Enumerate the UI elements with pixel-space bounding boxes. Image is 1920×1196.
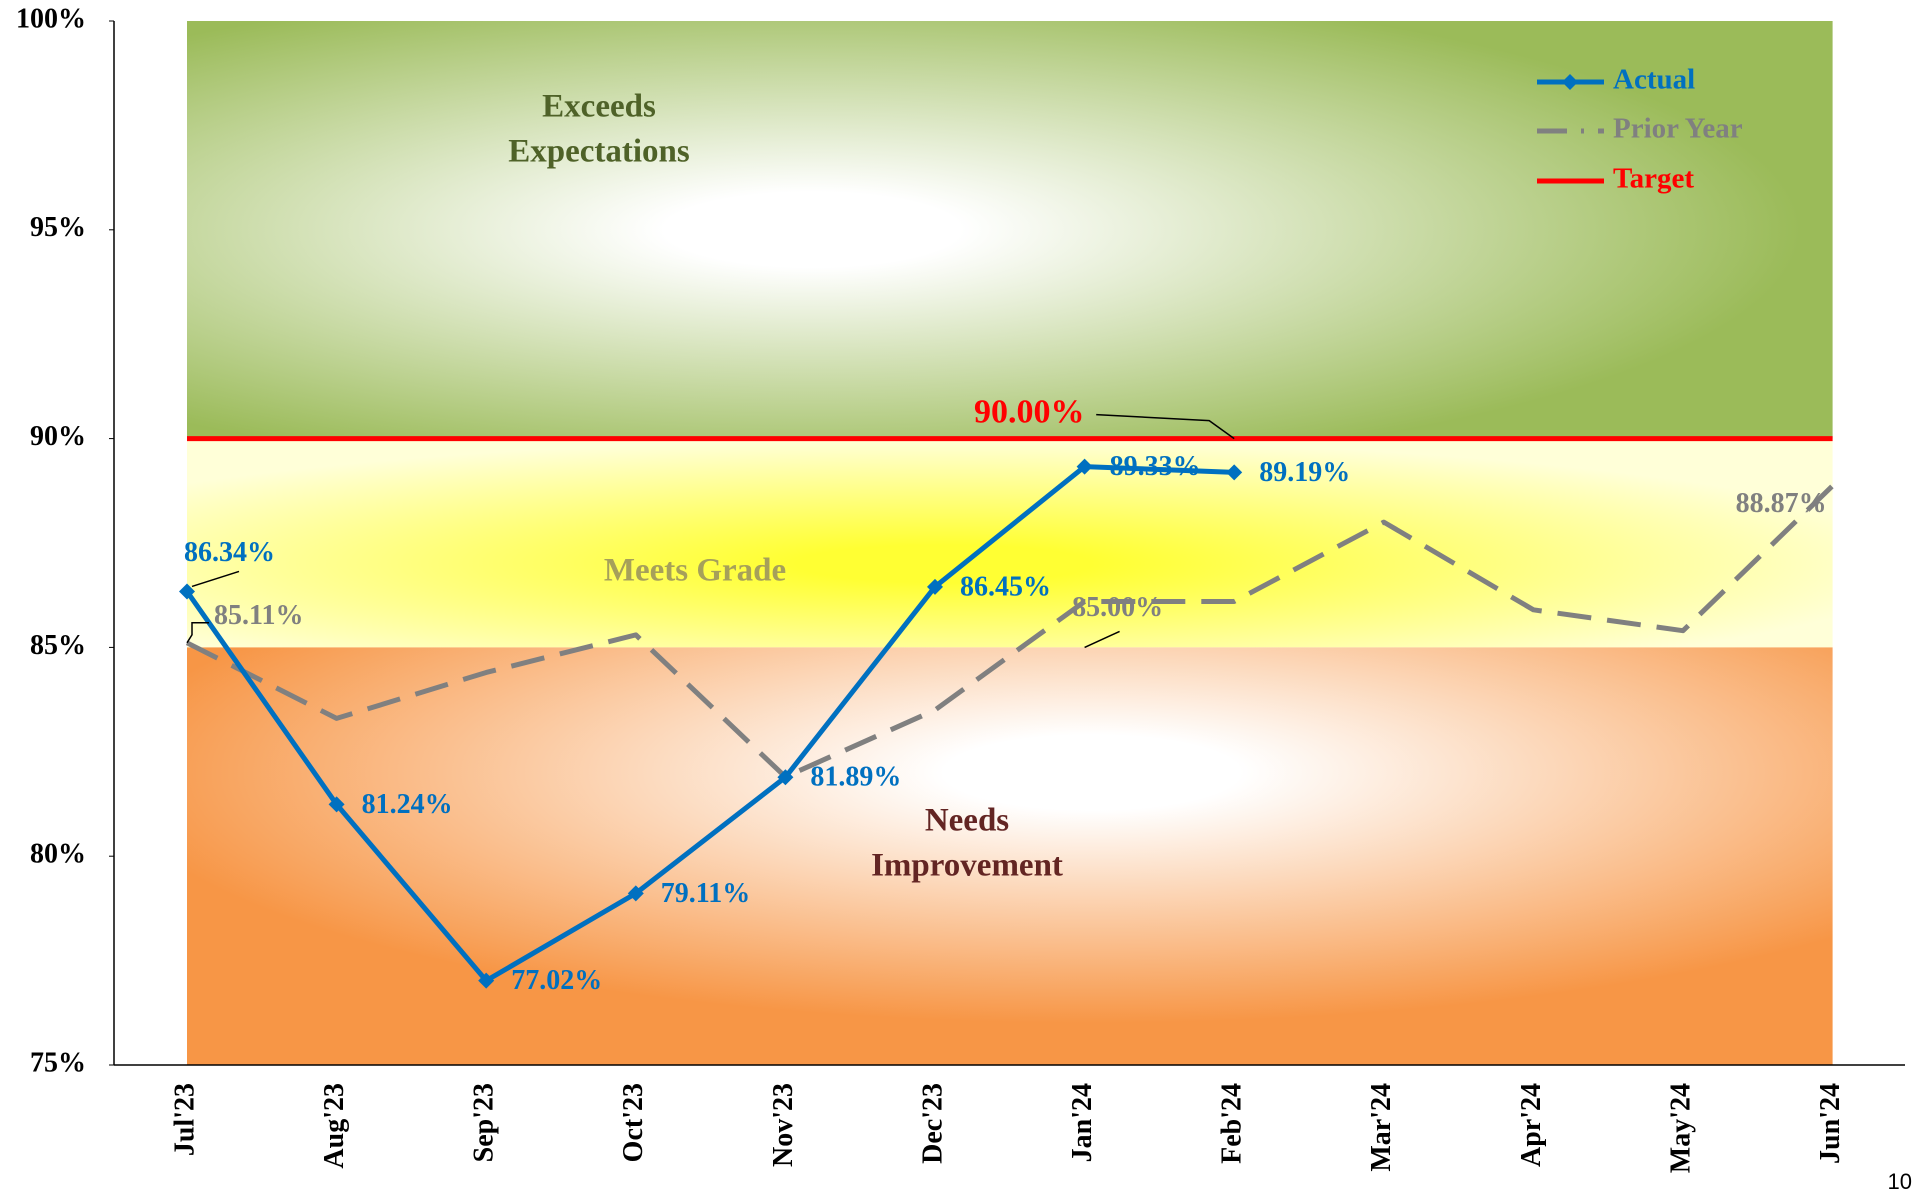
y-tick-label: 100%: [16, 3, 86, 34]
x-tick-label: Mar'24: [1366, 1083, 1397, 1172]
x-tick-label: Apr'24: [1516, 1083, 1547, 1167]
data-point: [927, 578, 943, 595]
y-tick-label: 85%: [30, 630, 86, 661]
band: [187, 647, 1833, 1065]
data-point: [627, 885, 644, 902]
data-label: 85.11%: [214, 600, 303, 631]
data-label: 90.00%: [974, 393, 1085, 430]
x-tick-label: Feb'24: [1217, 1083, 1248, 1164]
data-point: [1226, 464, 1243, 481]
data-label: 86.34%: [184, 537, 275, 568]
x-tick-label: Nov'23: [768, 1083, 799, 1167]
x-tick-label: Sep'23: [469, 1083, 500, 1162]
legend-label: Target: [1613, 163, 1694, 195]
band-label: Exceeds: [542, 89, 656, 125]
y-tick-label: 75%: [30, 1047, 86, 1078]
data-label: 89.33%: [1110, 451, 1201, 482]
band-label: Improvement: [871, 848, 1063, 884]
x-tick-label: Jul'23: [169, 1083, 200, 1156]
legend-marker: [1562, 74, 1578, 90]
data-point: [777, 769, 794, 786]
leader-line: [186, 622, 209, 644]
x-tick-label: Oct'23: [618, 1083, 649, 1162]
data-point: [179, 583, 195, 600]
x-tick-label: Jun'24: [1815, 1083, 1846, 1164]
data-label: 86.45%: [960, 571, 1051, 602]
leader-line: [191, 570, 240, 588]
band-label: Expectations: [508, 134, 690, 170]
data-point: [478, 972, 495, 989]
series-line: [184, 464, 1235, 984]
band-label: Meets Grade: [604, 553, 786, 589]
series-line: [185, 483, 1835, 780]
data-label: 88.87%: [1736, 488, 1827, 519]
x-tick-label: Aug'23: [319, 1083, 350, 1169]
threshold-label: 85.00%: [1072, 592, 1163, 623]
data-label: 79.11%: [661, 878, 750, 909]
y-tick-label: 95%: [30, 212, 86, 243]
leader-line: [1096, 413, 1235, 440]
data-label: 81.89%: [810, 762, 901, 793]
data-point: [1076, 458, 1093, 475]
band: [187, 21, 1833, 439]
y-tick-label: 80%: [30, 839, 86, 870]
legend-label: Prior Year: [1613, 113, 1743, 145]
leader-line: [1084, 630, 1120, 649]
legend-label: Actual: [1613, 64, 1695, 96]
x-tick-label: May'24: [1665, 1083, 1696, 1173]
data-point: [328, 796, 345, 813]
data-label: 77.02%: [511, 965, 602, 996]
band-label: Needs: [925, 803, 1009, 839]
x-tick-label: Dec'23: [917, 1083, 948, 1164]
data-label: 81.24%: [362, 789, 453, 820]
page-number: 10: [1888, 1169, 1912, 1194]
y-tick-label: 90%: [30, 421, 86, 452]
data-label: 89.19%: [1259, 457, 1350, 488]
x-tick-label: Jan'24: [1067, 1083, 1098, 1162]
